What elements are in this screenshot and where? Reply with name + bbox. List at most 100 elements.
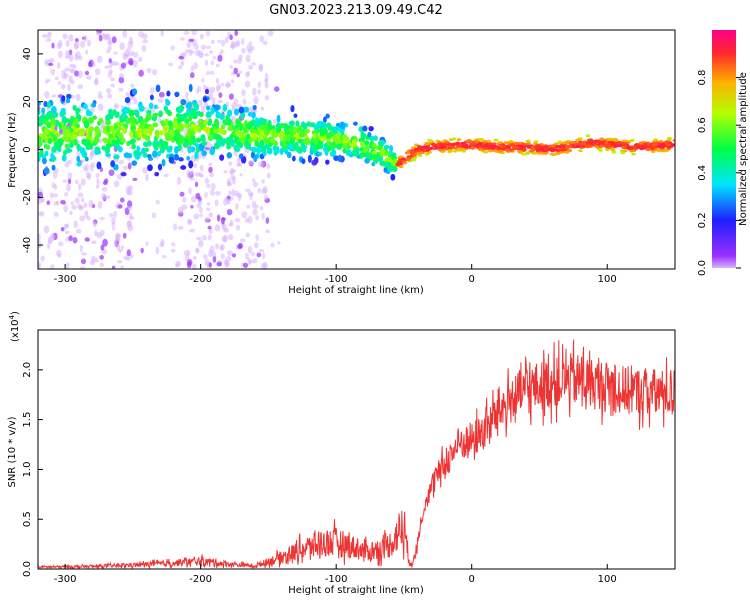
spectrogram-point bbox=[43, 128, 50, 136]
spectrogram-point bbox=[47, 236, 53, 244]
spectrogram-point bbox=[227, 234, 234, 241]
spectrogram-point bbox=[41, 107, 46, 114]
spectrogram-point bbox=[401, 157, 406, 161]
snr-multiplier: (x104) bbox=[8, 311, 21, 342]
spectrogram-point bbox=[105, 125, 111, 132]
spectrogram-point bbox=[120, 138, 126, 143]
spectrogram-point bbox=[113, 104, 119, 109]
spectrogram-point bbox=[63, 150, 68, 155]
spectrogram-point bbox=[204, 53, 210, 57]
spectrogram-point bbox=[486, 139, 491, 143]
spectrogram-point bbox=[588, 139, 593, 143]
spectrogram-point bbox=[303, 128, 310, 134]
spectrogram-point bbox=[132, 59, 138, 68]
spectrogram-point bbox=[337, 154, 342, 163]
spectrogram-point bbox=[38, 136, 42, 142]
spectrogram-point bbox=[577, 149, 583, 153]
spectrogram-point bbox=[108, 57, 112, 64]
spectrogram-point bbox=[575, 138, 581, 142]
spectrogram-point bbox=[168, 120, 174, 129]
spectrogram-point bbox=[95, 126, 100, 134]
spectrogram-point bbox=[174, 91, 180, 98]
spectrogram-point bbox=[199, 213, 203, 218]
spectrogram-point bbox=[113, 124, 118, 131]
spectrogram-point bbox=[234, 30, 239, 37]
spectrogram-point bbox=[251, 251, 256, 257]
spectrogram-point bbox=[198, 206, 203, 214]
spectrogram-point bbox=[546, 148, 551, 152]
spectrogram-point bbox=[672, 139, 675, 142]
spectrogram-point bbox=[184, 49, 191, 54]
spectrogram-point bbox=[253, 154, 258, 163]
spectrogram-point bbox=[118, 248, 123, 253]
spectrogram-point bbox=[101, 33, 106, 39]
spectrogram-point bbox=[277, 241, 281, 245]
spectrogram-point bbox=[534, 145, 540, 149]
spectrogram-point bbox=[179, 191, 185, 197]
x-tick-label: 0 bbox=[469, 274, 475, 285]
spectrogram-point bbox=[55, 143, 62, 151]
spectrogram-point bbox=[134, 154, 141, 160]
spectrogram-point bbox=[263, 136, 268, 145]
spectrogram-point bbox=[107, 70, 112, 78]
spectrogram-point bbox=[216, 84, 222, 90]
x-tick-label: -200 bbox=[189, 274, 212, 285]
spectrogram-point bbox=[155, 199, 160, 205]
spectrogram-point bbox=[94, 77, 99, 86]
spectrogram-point bbox=[556, 145, 562, 148]
colorbar-ticks: 0.0 0.2 0.4 0.6 0.8 bbox=[697, 70, 741, 276]
spectrogram-point bbox=[69, 136, 75, 141]
spectrogram-point bbox=[68, 34, 74, 42]
spectrogram-point bbox=[254, 117, 259, 124]
spectrogram-point bbox=[260, 106, 265, 111]
spectrogram-point bbox=[140, 247, 144, 254]
spectrogram-point bbox=[122, 232, 127, 239]
spectrogram-point bbox=[77, 192, 84, 198]
spectrogram-point bbox=[241, 47, 246, 54]
spectrogram-point bbox=[236, 192, 243, 199]
spectrogram-point bbox=[236, 103, 242, 108]
spectrogram-point bbox=[509, 148, 514, 152]
spectrogram-point bbox=[196, 236, 202, 241]
spectrogram-point bbox=[101, 145, 106, 151]
spectrogram-point bbox=[609, 141, 615, 144]
spectrogram-point bbox=[130, 124, 134, 133]
spectrogram-point bbox=[111, 265, 116, 269]
spectrogram-point bbox=[384, 161, 388, 168]
spectrogram-point bbox=[188, 38, 194, 43]
spectrogram-point bbox=[410, 151, 416, 154]
y-tick-label: 40 bbox=[22, 48, 33, 61]
spectrogram-point bbox=[447, 146, 453, 150]
spectrogram-point bbox=[187, 220, 192, 226]
spectrogram-point bbox=[97, 200, 103, 209]
spectrogram-point bbox=[108, 108, 113, 114]
spectrogram-point bbox=[190, 196, 197, 203]
spectrogram-point bbox=[456, 138, 462, 141]
spectrogram-point bbox=[51, 234, 56, 242]
spectrogram-point bbox=[247, 160, 254, 166]
spectrogram-point bbox=[54, 76, 59, 81]
spectrogram-point bbox=[297, 147, 303, 154]
spectrogram-point bbox=[88, 199, 94, 208]
spectrogram-point bbox=[353, 121, 358, 126]
spectrogram-point bbox=[265, 144, 270, 149]
spectrogram-point bbox=[111, 217, 116, 225]
spectrogram-point bbox=[239, 153, 244, 159]
spectrogram-point bbox=[525, 151, 531, 155]
spectrogram-point bbox=[325, 159, 330, 165]
spectrogram-point bbox=[210, 60, 215, 66]
spectrogram-point bbox=[220, 39, 226, 47]
y-tick-label: 1.5 bbox=[22, 412, 33, 428]
spectrogram-point bbox=[659, 145, 665, 149]
spectrogram-point bbox=[38, 261, 42, 269]
spectrogram-point bbox=[438, 148, 443, 152]
spectrogram-point bbox=[592, 141, 598, 145]
spectrogram-point bbox=[143, 141, 149, 147]
colorbar-tick-label: 0.0 bbox=[697, 260, 708, 276]
spectrogram-point bbox=[185, 135, 191, 141]
spectrogram-point bbox=[84, 210, 89, 218]
spectrogram-point bbox=[96, 184, 100, 189]
spectrogram-point bbox=[642, 142, 648, 146]
spectrogram-point bbox=[50, 118, 56, 126]
spectrogram-point bbox=[79, 266, 86, 269]
